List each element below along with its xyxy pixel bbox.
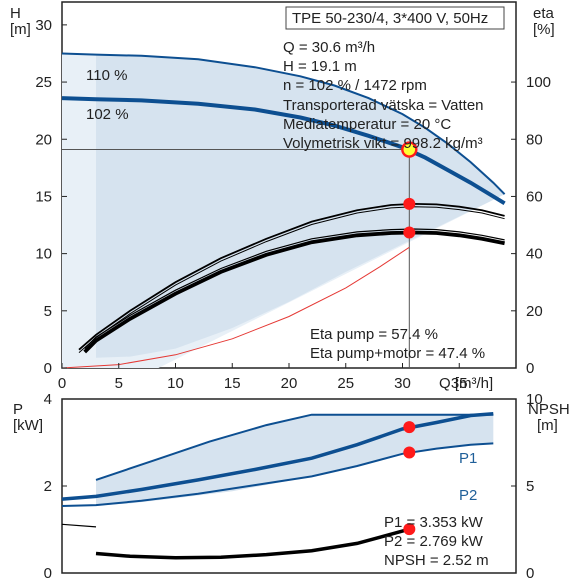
eta-pump-curve (78, 202, 505, 351)
head-axis-label: H (10, 5, 21, 22)
y-tick-label-left-top-6: 30 (35, 17, 52, 34)
x-tick-label-top-1: 5 (115, 375, 123, 392)
top-reference-lines (62, 149, 410, 368)
head-axis-unit: [m] (10, 21, 31, 38)
bottom-series-group (61, 412, 494, 560)
bottom-axis-labels: P [kW] NPSH [m] (13, 401, 570, 434)
eta-pump-line: Eta pump = 57.4 % (310, 326, 438, 343)
title-box (285, 6, 505, 30)
x-tick-label-top-6: 30 (394, 375, 411, 392)
y-tick-label-right-bottom-0: 0 (526, 565, 534, 582)
x-tick-label-top-2: 10 (167, 375, 184, 392)
eta-pump-motor-curve-thin (84, 228, 505, 350)
system-curve (61, 246, 410, 369)
y-tick-label-right-top-5: 100 (526, 74, 551, 91)
head-efficiency-chart: 0 5 10 15 20 25 30 35 0 5 10 15 20 25 30 0 20 40 60 80 100 T… (10, 1, 555, 392)
info-line-4: Transporterad vätska = Vatten (283, 97, 484, 114)
y-tick-label-right-bottom-2: 10 (526, 391, 543, 408)
info-line-5: Mediatemperatur = 20 °C (283, 116, 451, 133)
series-label-p2: P2 (459, 487, 477, 504)
power-axis-label: P (13, 401, 23, 418)
eta-pump-motor-line: Eta pump+motor = 47.4 % (310, 345, 485, 362)
top-series-group (61, 52, 506, 369)
y-tick-label-right-top-2: 40 (526, 246, 543, 263)
bottom-axes-group: 0 2 4 0 5 10 (44, 391, 543, 582)
npsh-value-line: NPSH = 2.52 m (384, 552, 489, 569)
bottom-markers-group (403, 421, 416, 536)
eta-info-group: Eta pump = 57.4 % Eta pump+motor = 47.4 … (310, 326, 485, 362)
head-curve-102 (61, 96, 506, 206)
power-upper-boundary (95, 413, 494, 481)
top-info-group: Q = 30.6 m³/h H = 19.1 m n = 102 % / 147… (283, 39, 484, 152)
npsh-left-stub (61, 523, 97, 528)
npsh-curve (95, 527, 410, 560)
x-tick-label-top-4: 20 (281, 375, 298, 392)
bottom-marker-2 (403, 446, 416, 459)
eta-pump-motor-curve (83, 230, 505, 354)
y-tick-label-left-bottom-1: 2 (44, 478, 52, 495)
bottom-series-label-group: P1 P2 (459, 450, 477, 504)
npsh-axis-unit: [m] (537, 417, 558, 434)
eta-marker-2 (403, 226, 416, 239)
y-tick-label-left-top-4: 20 (35, 131, 52, 148)
operating-point-marker (401, 141, 418, 158)
bottom-info-group: P1 = 3.353 kW P2 = 2.769 kW NPSH = 2.52 … (384, 514, 489, 569)
y-tick-label-right-top-3: 60 (526, 188, 543, 205)
power-axis-unit: [kW] (13, 417, 43, 434)
y-tick-label-left-top-2: 10 (35, 246, 52, 263)
p2-value-line: P2 = 2.769 kW (384, 533, 484, 550)
x-tick-label-top-7: 35 (451, 375, 468, 392)
top-axis-labels: H [m] eta [%] Q [m³/h] (10, 5, 555, 392)
series-label-p1: P1 (459, 450, 477, 467)
top-axes-group: 0 5 10 15 20 25 30 35 0 5 10 15 20 25 30 0 20 40 60 80 100 (35, 17, 551, 392)
curve-label-group: 110 % 102 % (86, 67, 129, 123)
y-tick-label-left-top-1: 5 (44, 303, 52, 320)
top-markers-group (401, 141, 418, 239)
y-tick-label-left-bottom-2: 4 (44, 391, 52, 408)
head-curve-110 (61, 52, 506, 195)
flow-axis-label: Q [m³/h] (439, 375, 493, 392)
info-line-3: n = 102 % / 1472 rpm (283, 77, 427, 94)
eta-axis-unit: [%] (533, 21, 555, 38)
y-tick-label-right-top-4: 80 (526, 131, 543, 148)
info-line-2: H = 19.1 m (283, 58, 357, 75)
curve-label-110: 110 % (86, 67, 127, 84)
y-tick-label-right-bottom-1: 5 (526, 478, 534, 495)
y-tick-label-left-top-3: 15 (35, 188, 52, 205)
bottom-marker-3 (403, 523, 416, 536)
info-line-6: Volymetrisk vikt = 998.2 kg/m³ (283, 135, 483, 152)
p1-value-line: P1 = 3.353 kW (384, 514, 484, 531)
eta-marker-1 (403, 197, 416, 210)
y-tick-label-right-top-0: 0 (526, 360, 534, 377)
x-tick-label-top-0: 0 (58, 375, 66, 392)
y-tick-label-right-top-1: 20 (526, 303, 543, 320)
p1-curve (61, 412, 494, 501)
y-tick-label-left-top-5: 25 (35, 74, 52, 91)
power-npsh-chart: 0 2 4 0 5 10 P1 = 3.353 kW P2 = 2.769 kW NPSH… (13, 391, 570, 582)
info-line-1: Q = 30.6 m³/h (283, 39, 375, 56)
npsh-axis-label: NPSH (528, 401, 570, 418)
curve-label-102: 102 % (86, 106, 129, 123)
eta-pump-curve-inner (78, 206, 505, 353)
bottom-marker-1 (403, 421, 416, 434)
x-tick-label-top-3: 15 (224, 375, 241, 392)
top-title-group: TPE 50-230/4, 3*400 V, 50Hz (285, 6, 505, 30)
chart-title: TPE 50-230/4, 3*400 V, 50Hz (292, 10, 488, 27)
eta-axis-label: eta (533, 5, 555, 22)
y-tick-label-left-top-0: 0 (44, 360, 52, 377)
x-tick-label-top-5: 25 (337, 375, 354, 392)
y-tick-label-left-bottom-0: 0 (44, 565, 52, 582)
p2-curve (61, 442, 494, 507)
